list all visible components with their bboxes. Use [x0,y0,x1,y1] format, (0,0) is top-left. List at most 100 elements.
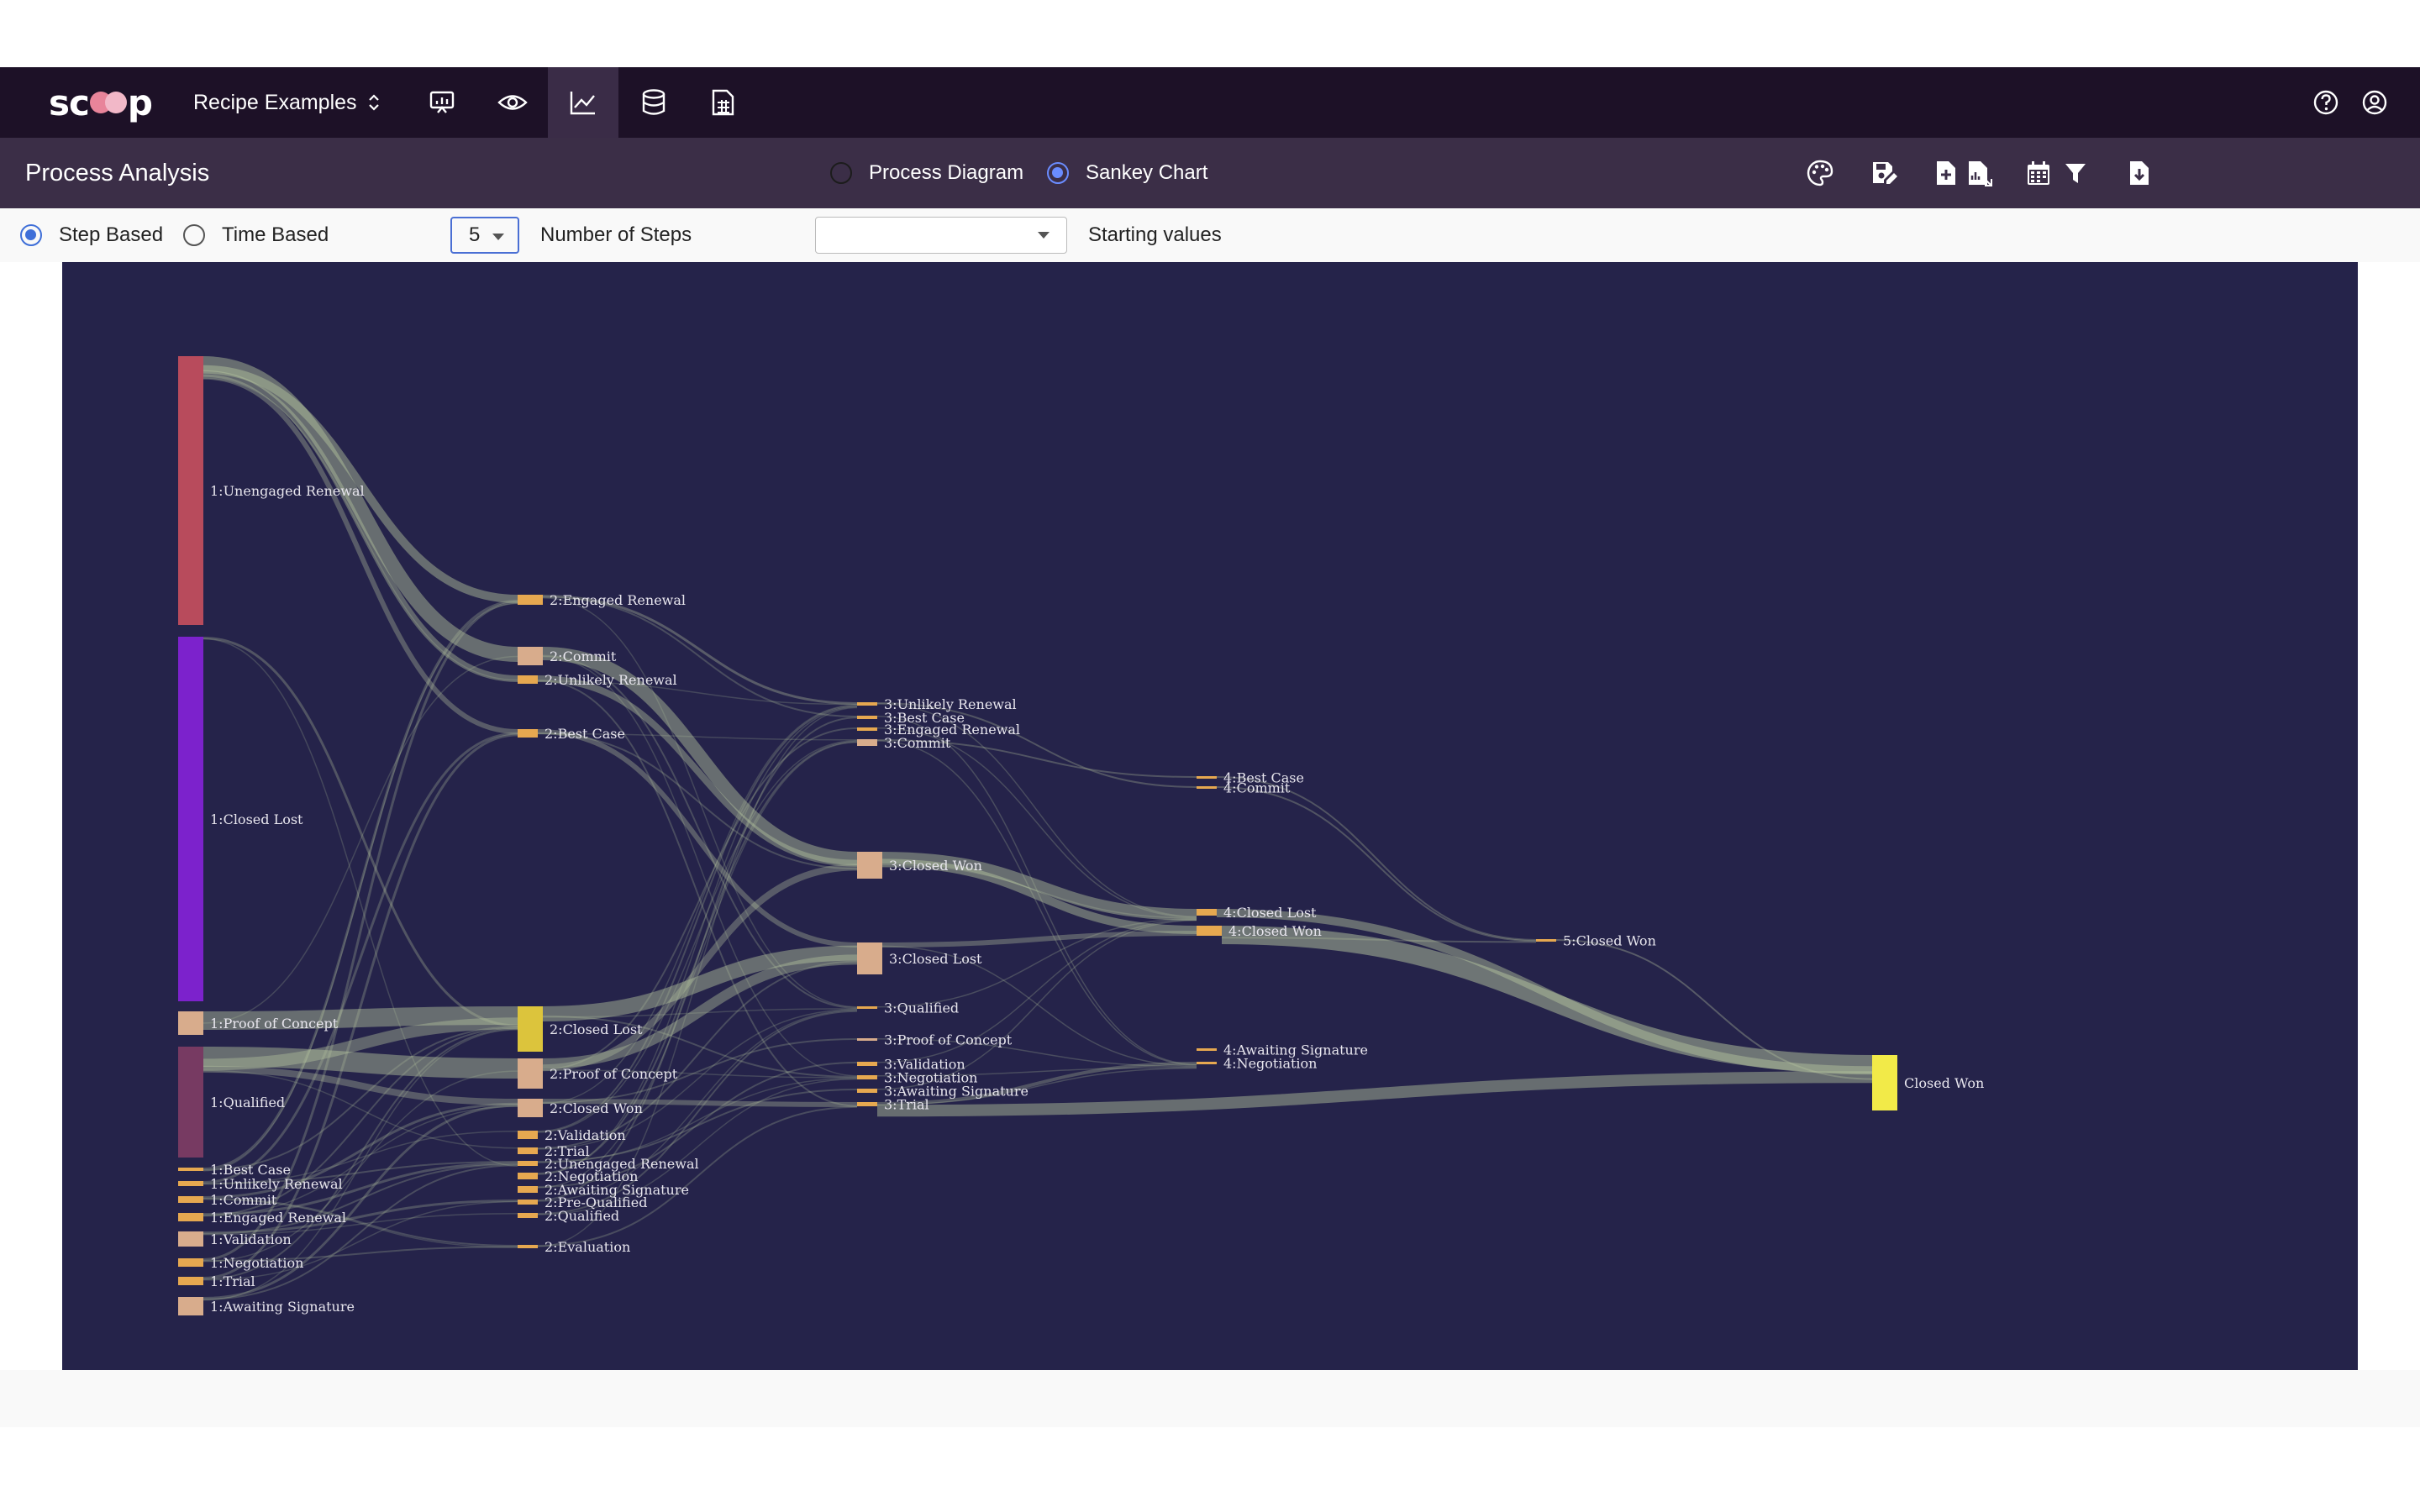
workspace-switcher[interactable]: Recipe Examples [193,67,381,138]
sankey-node-4-awaiting-signature[interactable] [1197,1048,1217,1051]
sankey-node-4-best-case[interactable] [1197,776,1217,779]
sankey-node-2-trial[interactable] [518,1147,538,1154]
sankey-node-1-qualified[interactable] [178,1047,203,1158]
sankey-node-3-unlikely-renewal[interactable] [857,702,877,706]
sankey-node-2-unlikely-renewal[interactable] [518,675,538,684]
report-grid-icon[interactable] [687,67,758,138]
options-bar: Step Based Time Based 5 Number of Steps … [0,208,2420,262]
bottom-area [0,1370,2420,1427]
sankey-node-1-validation[interactable] [178,1231,203,1247]
sankey-link [203,1164,518,1300]
starting-values-select[interactable] [815,217,1067,254]
sankey-link [203,638,518,1167]
sankey-node-2-qualified[interactable] [518,1213,538,1218]
calendar-icon[interactable] [2022,138,2055,208]
sankey-link [203,601,518,1261]
sankey-link [881,864,1197,919]
sankey-node-2-pre-qualified[interactable] [518,1200,538,1205]
sankey-node-5-closed-won[interactable] [1536,939,1556,942]
sankey-label-final-closed-won: Closed Won [1904,1075,1984,1091]
sankey-node-3-closed-lost[interactable] [857,942,882,974]
view-mode-process-diagram[interactable]: Process Diagram [830,138,1023,208]
sankey-link [203,1017,518,1071]
file-chart-icon[interactable] [1963,138,1996,208]
sankey-node-2-validation[interactable] [518,1131,538,1139]
sankey-node-3-closed-won[interactable] [857,852,882,879]
sankey-label-3-closed-lost: 3:Closed Lost [889,951,982,967]
sankey-link [537,705,858,1132]
account-icon[interactable] [2358,67,2391,138]
sankey-node-1-unlikely-renewal[interactable] [178,1181,203,1186]
sankey-node-3-proof-of-concept[interactable] [857,1038,877,1041]
radio-time-based[interactable] [183,224,205,246]
sankey-node-2-commit[interactable] [518,647,543,665]
sankey-node-1-trial[interactable] [178,1277,203,1285]
sankey-link [876,919,1197,1063]
sankey-node-1-proof-of-concept[interactable] [178,1011,203,1035]
sankey-label-2-proof-of-concept: 2:Proof of Concept [550,1066,678,1082]
sankey-node-4-closed-won[interactable] [1197,926,1222,936]
sankey-node-3-engaged-renewal[interactable] [857,727,877,731]
sankey-node-3-trial[interactable] [857,1102,877,1106]
radio-step-based[interactable] [20,224,42,246]
radio-sankey-chart[interactable] [1047,162,1069,184]
sankey-link [1216,776,1537,941]
sankey-node-3-commit[interactable] [857,739,877,746]
save-edit-icon[interactable] [1867,138,1901,208]
sankey-node-2-evaluation[interactable] [518,1245,538,1248]
process-diagram-label: Process Diagram [869,161,1024,184]
sankey-node-4-closed-lost[interactable] [1197,909,1217,916]
eye-icon[interactable] [477,67,548,138]
sankey-node-2-engaged-renewal[interactable] [518,595,543,605]
palette-icon[interactable] [1803,138,1837,208]
sankey-node-3-negotiation[interactable] [857,1075,877,1079]
sankey-node-4-commit[interactable] [1197,786,1217,789]
sankey-node-1-awaiting-signature[interactable] [178,1297,203,1315]
add-file-icon[interactable] [1929,138,1963,208]
sankey-node-1-negotiation[interactable] [178,1258,203,1267]
sankey-node-3-validation[interactable] [857,1062,877,1066]
filter-icon[interactable] [2059,138,2092,208]
steps-select[interactable]: 5 [450,217,519,254]
sankey-node-1-unengaged-renewal[interactable] [178,356,203,625]
sankey-node-1-best-case[interactable] [178,1168,203,1171]
sankey-node-1-closed-lost[interactable] [178,637,203,1001]
sankey-label-5-closed-won: 5:Closed Won [1563,933,1656,949]
sankey-link [203,1131,518,1185]
caret-down-icon [492,234,504,240]
option-step-based[interactable]: Step Based [20,208,163,262]
option-time-based[interactable]: Time Based [183,208,329,262]
sankey-link [542,945,858,1021]
sankey-label-2-awaiting-signature: 2:Awaiting Signature [544,1182,689,1198]
sankey-link [1216,909,1873,1075]
sankey-node-2-unengaged-renewal[interactable] [518,1161,538,1166]
sankey-node-1-commit[interactable] [178,1196,203,1203]
sankey-node-3-qualified[interactable] [857,1006,877,1009]
sankey-node-2-proof-of-concept[interactable] [518,1058,543,1089]
radio-process-diagram[interactable] [830,162,852,184]
sankey-node-1-engaged-renewal[interactable] [178,1213,203,1221]
help-icon[interactable] [2309,67,2343,138]
sankey-node-3-awaiting-signature[interactable] [857,1089,877,1093]
sankey-label-2-validation: 2:Validation [544,1127,626,1143]
page-title: Process Analysis [25,160,210,186]
scoop-logo[interactable]: sc p [49,81,153,123]
download-icon[interactable] [2123,138,2156,208]
sankey-node-2-negotiation[interactable] [518,1173,538,1179]
sankey-link [537,706,858,1247]
sankey-node-2-awaiting-signature[interactable] [518,1186,538,1193]
sankey-node-3-best-case[interactable] [857,716,877,719]
sankey-node-2-closed-won[interactable] [518,1099,543,1117]
sankey-label-4-negotiation: 4:Negotiation [1223,1056,1317,1072]
sankey-node-2-closed-lost[interactable] [518,1006,543,1052]
sankey-link [203,370,518,682]
sankey-link [1216,786,1537,942]
database-icon[interactable] [618,67,689,138]
presentation-icon[interactable] [407,67,477,138]
line-chart-icon[interactable] [548,67,618,138]
sankey-node-2-best-case[interactable] [518,729,538,738]
top-app-bar: sc p Recipe Examples [0,67,2420,138]
sankey-node-4-negotiation[interactable] [1197,1062,1217,1064]
view-mode-sankey-chart[interactable]: Sankey Chart [1047,138,1207,208]
sankey-node-final-closed-won[interactable] [1872,1055,1897,1110]
